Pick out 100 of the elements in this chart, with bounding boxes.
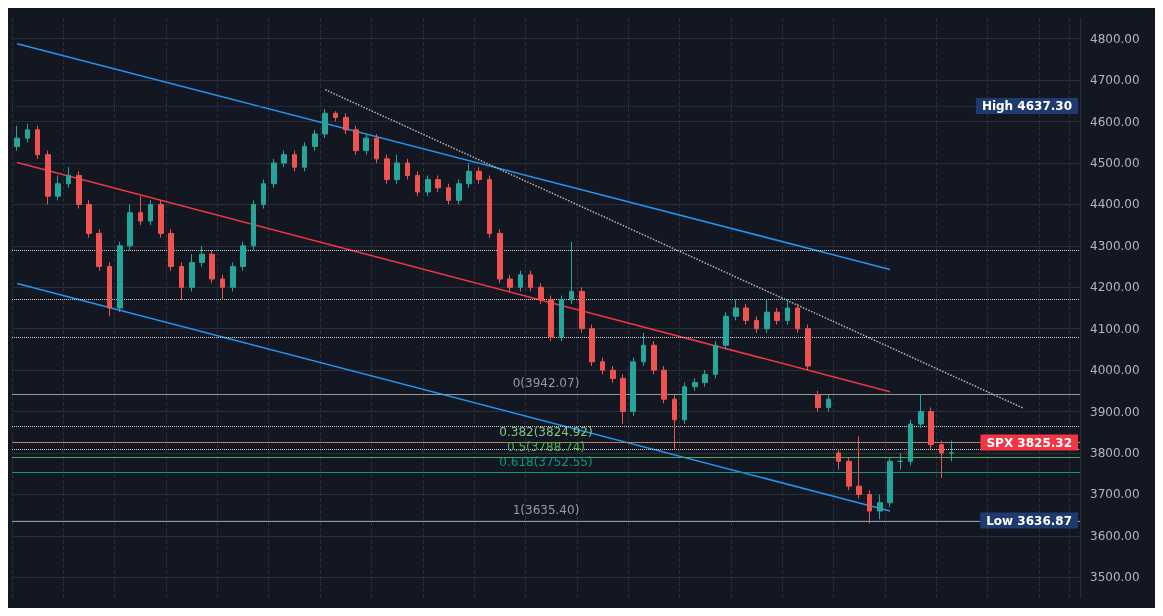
ref-line-label: 0(3942.07)	[512, 376, 580, 391]
candlestick	[333, 110, 338, 123]
y-tick-label: 4500.00	[1090, 156, 1140, 170]
candlestick	[856, 435, 862, 500]
candlestick	[322, 108, 328, 139]
candlestick	[538, 282, 544, 305]
candlestick	[138, 195, 143, 226]
candlestick	[672, 394, 677, 450]
candlestick	[261, 179, 266, 210]
candlestick	[168, 228, 174, 272]
candlestick	[425, 174, 431, 197]
candlestick	[928, 406, 934, 450]
candlestick	[230, 261, 236, 292]
candlestick	[456, 179, 462, 205]
y-tick-label: 4300.00	[1090, 238, 1140, 253]
y-tick-label: 4200.00	[1090, 280, 1140, 295]
candlestick	[476, 166, 482, 185]
y-tick-label: 3600.00	[1090, 528, 1140, 543]
candlestick	[610, 365, 616, 384]
candlestick	[939, 440, 944, 479]
candlestick	[641, 332, 646, 367]
y-tick-label: 3900.00	[1090, 404, 1140, 419]
y-tick-label: 4000.00	[1090, 363, 1140, 378]
candlestick	[127, 203, 133, 251]
candlestick	[487, 174, 492, 239]
candlestick	[630, 357, 636, 417]
y-tick-label: 4400.00	[1090, 197, 1140, 212]
candlestick	[569, 241, 574, 305]
candlestick	[692, 377, 698, 392]
candlestick	[405, 158, 410, 181]
candlestick	[343, 112, 349, 135]
candlestick	[518, 270, 523, 292]
candlestick	[908, 419, 913, 466]
candlestick	[353, 125, 359, 156]
y-tick-label: 4800.00	[1090, 31, 1140, 46]
candlestick	[867, 489, 872, 524]
candlestick	[897, 452, 903, 471]
candlestick	[949, 440, 954, 462]
candlestick	[559, 295, 564, 342]
candlestick	[713, 340, 718, 379]
candlestick	[528, 270, 533, 292]
candlestick	[877, 493, 883, 520]
candlestick	[446, 183, 451, 205]
candlestick	[189, 253, 195, 292]
candlestick	[723, 311, 729, 350]
y-tick-label: 3500.00	[1090, 570, 1140, 585]
candlestick	[589, 324, 595, 367]
y-tick-label: 4600.00	[1090, 114, 1140, 129]
candlestick	[785, 299, 790, 326]
candlestick	[682, 382, 687, 425]
candlestick	[86, 199, 92, 239]
candlestick	[35, 125, 40, 160]
candlestick	[179, 261, 184, 301]
candlestick	[661, 365, 667, 404]
candlestick	[281, 150, 287, 168]
candlestick	[148, 199, 153, 226]
candlestick	[312, 129, 318, 152]
candlestick	[815, 390, 821, 413]
candlestick	[579, 286, 585, 334]
candlestick	[620, 373, 626, 425]
candlestick	[374, 133, 379, 164]
y-tick-label: 4700.00	[1090, 73, 1140, 88]
candlestick	[107, 261, 112, 317]
candlestick	[66, 166, 71, 189]
ref-line-label: 1(3635.40)	[512, 503, 580, 518]
candlestick	[220, 274, 225, 301]
candlestick	[76, 170, 82, 210]
candlestick	[918, 393, 924, 429]
candlestick	[795, 303, 800, 334]
candlestick	[826, 394, 831, 413]
candlestick	[764, 299, 770, 334]
candlestick	[774, 307, 780, 326]
candlestick	[394, 154, 400, 185]
candlestick	[251, 199, 256, 251]
candlestick	[25, 123, 30, 143]
candlestick	[887, 456, 893, 508]
candlestick	[292, 150, 297, 172]
candlestick	[117, 241, 123, 313]
candlestick	[415, 170, 420, 197]
candlestick	[548, 295, 554, 342]
candlestick	[702, 369, 708, 388]
candlestick	[846, 456, 852, 491]
candlestick	[805, 324, 811, 371]
candlestick	[302, 141, 307, 172]
y-tick-label: 3800.00	[1090, 446, 1140, 460]
ref-line-label: 0.382(3824.92)	[499, 424, 593, 439]
candlestick	[497, 228, 503, 284]
candlestick	[754, 315, 759, 334]
candlestick	[651, 340, 657, 375]
candlestick	[435, 174, 441, 193]
candlestick	[96, 228, 102, 272]
y-tick-label: 4100.00	[1090, 321, 1140, 336]
candlestick	[271, 158, 277, 189]
candlestick	[55, 174, 61, 201]
candlestick	[14, 125, 20, 152]
ref-line-label: High 4637.30	[981, 99, 1072, 114]
candlestick	[240, 241, 246, 272]
candlestick	[507, 274, 513, 292]
candlestick	[199, 245, 205, 268]
candlestick	[384, 154, 390, 185]
